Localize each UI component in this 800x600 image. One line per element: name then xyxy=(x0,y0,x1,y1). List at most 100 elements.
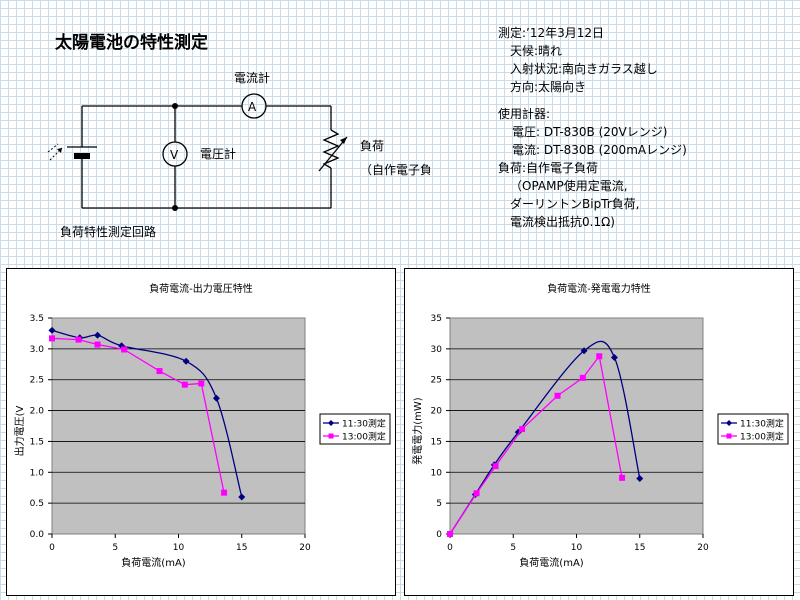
load-label: 負荷 xyxy=(360,139,384,153)
power-chart: 0 5 10 15 20 25 30 35 0 5 10 15 20 負荷電流-発電電力特性 負荷電流(mA… xyxy=(404,268,794,596)
power-chart-svg: 0 5 10 15 20 25 30 35 0 5 10 15 20 負荷電流-発電電力特性負荷電流(mA… xyxy=(411,282,789,569)
data-point xyxy=(198,380,205,387)
y-tick-label: 0.5 xyxy=(30,499,44,509)
data-point xyxy=(49,335,55,342)
legend-label: 11:30測定 xyxy=(740,418,784,430)
y-tick-label: 0 xyxy=(436,530,442,540)
data-point xyxy=(596,353,603,360)
data-point xyxy=(519,426,526,433)
data-point xyxy=(473,490,480,497)
x-tick-label: 15 xyxy=(236,543,247,553)
data-point xyxy=(181,381,188,388)
legend-marker xyxy=(328,420,334,426)
voltmeter-symbol-label: V xyxy=(170,148,179,162)
y-tick-label: 20 xyxy=(431,407,443,417)
plot-area xyxy=(449,317,704,535)
y-axis-label: 出力電圧(V xyxy=(13,405,26,456)
y-tick-label: 5 xyxy=(436,499,442,509)
data-point xyxy=(212,394,220,402)
data-point xyxy=(75,336,82,343)
light-ray-1 xyxy=(49,147,63,161)
data-point xyxy=(579,374,586,381)
x-tick-label: 0 xyxy=(49,543,55,553)
legend-marker xyxy=(726,433,732,439)
x-tick-label: 10 xyxy=(571,543,583,553)
junction-dot-top xyxy=(172,103,178,109)
note-load-heading: 負荷:自作電子負荷 xyxy=(498,161,599,175)
data-point xyxy=(48,326,56,334)
data-point xyxy=(221,489,228,496)
light-ray-2 xyxy=(47,143,59,153)
note-direction: 方向:太陽向き xyxy=(510,80,587,94)
y-tick-label: 30 xyxy=(431,345,443,355)
data-point xyxy=(94,331,102,339)
y-tick-label: 1.0 xyxy=(30,468,45,478)
page-title: 太陽電池の特性測定 xyxy=(55,33,208,53)
ammeter-label: 電流計 xyxy=(234,70,270,85)
legend-box xyxy=(717,413,789,445)
y-tick-label: 15 xyxy=(431,437,442,447)
voltmeter-label: 電圧計 xyxy=(200,146,236,161)
note-instruments-heading: 使用計器: xyxy=(498,107,551,121)
x-tick-label: 0 xyxy=(447,543,453,553)
data-point xyxy=(580,347,588,355)
chart-title: 負荷電流-出力電圧特性 xyxy=(149,282,253,295)
variable-resistor-arrow xyxy=(318,136,348,172)
load-sublabel: （自作電子負荷） xyxy=(360,163,430,177)
data-point xyxy=(238,493,246,501)
legend-marker xyxy=(328,433,334,439)
measurement-notes: 測定:’12年3月12日 天候:晴れ 入射状況:南向きガラス越し 方向:太陽向き… xyxy=(498,24,687,231)
note-voltage-meter: 電圧: DT-830B (20Vレンジ) xyxy=(512,125,668,139)
legend-label: 13:00測定 xyxy=(740,431,784,443)
data-point xyxy=(636,474,644,482)
y-tick-label: 0.0 xyxy=(30,530,45,540)
data-point xyxy=(156,368,163,375)
data-point xyxy=(182,357,190,365)
note-load-detail-1: （OPAMP使用定電流, xyxy=(510,179,628,193)
x-tick-label: 20 xyxy=(697,543,709,553)
note-load-detail-3: 電流検出抵抗0.1Ω) xyxy=(510,215,615,229)
y-tick-label: 10 xyxy=(431,468,443,478)
note-load-detail-2: ダーリントンBipTr負荷, xyxy=(510,197,640,211)
voltage-chart-svg: 0.0 0.5 1.0 1.5 2.0 2.5 3.0 3.5 0 5 10 15 20 負荷電流-出力電… xyxy=(13,282,391,569)
ammeter-symbol-label: A xyxy=(248,100,257,114)
x-tick-label: 5 xyxy=(112,543,118,553)
battery-plate-short xyxy=(74,153,90,159)
data-point xyxy=(447,531,453,537)
x-tick-label: 10 xyxy=(173,543,185,553)
x-tick-label: 20 xyxy=(299,543,311,553)
voltage-chart: 0.0 0.5 1.0 1.5 2.0 2.5 3.0 3.5 0 5 10 15 20 負荷電流-出力電… xyxy=(6,268,396,596)
voltmeter-symbol xyxy=(162,141,188,167)
circuit-caption: 負荷特性測定回路 xyxy=(60,224,156,239)
light-arrow-icon xyxy=(57,148,62,153)
note-measure-date: 測定:’12年3月12日 xyxy=(498,26,605,40)
data-point xyxy=(492,463,499,470)
data-point xyxy=(94,341,101,348)
x-tick-label: 5 xyxy=(510,543,516,553)
x-tick-label: 15 xyxy=(634,543,645,553)
plot-area xyxy=(51,317,306,535)
arrow-head-icon xyxy=(340,137,347,144)
y-tick-label: 2.0 xyxy=(30,407,45,417)
y-tick-label: 3.0 xyxy=(30,345,45,355)
note-current-meter: 電流: DT-830B (200mAレンジ) xyxy=(512,143,687,157)
junction-dot-bottom xyxy=(172,205,178,211)
data-point xyxy=(610,353,618,361)
data-point xyxy=(121,346,128,353)
ammeter-symbol xyxy=(241,93,267,119)
circuit-diagram: A V 電流計 電圧計 負荷 （自作電子負荷） 負荷特性測定回路 xyxy=(47,70,430,239)
y-tick-label: 3.5 xyxy=(30,314,44,324)
y-axis-label: 発電電力(mW) xyxy=(411,397,424,465)
y-tick-label: 35 xyxy=(431,314,442,324)
legend-marker xyxy=(726,420,732,426)
x-axis-label: 負荷電流(mA) xyxy=(121,556,185,569)
note-incidence: 入射状況:南向きガラス越し xyxy=(510,62,658,76)
legend-box xyxy=(319,413,391,445)
x-axis-label: 負荷電流(mA) xyxy=(519,556,583,569)
data-point xyxy=(554,392,561,399)
legend-label: 11:30測定 xyxy=(342,418,386,430)
legend-label: 13:00測定 xyxy=(342,431,386,443)
y-tick-label: 2.5 xyxy=(30,376,44,386)
series-line xyxy=(449,354,623,535)
y-tick-label: 25 xyxy=(431,376,442,386)
